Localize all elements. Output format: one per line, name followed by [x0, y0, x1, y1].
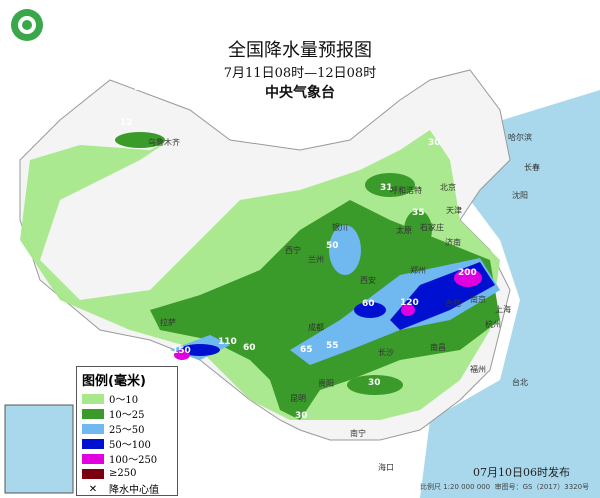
- city-label: 沈阳: [512, 190, 528, 200]
- center-value: 120: [400, 298, 419, 308]
- rain-10-25: [365, 173, 415, 197]
- city-label: 哈尔滨: [508, 132, 532, 142]
- rain-25-50: [329, 225, 361, 275]
- city-label: 成都: [308, 322, 324, 332]
- legend-item: ≥250: [82, 466, 172, 481]
- city-label: 太原: [396, 225, 412, 235]
- city-label: 兰州: [308, 254, 324, 264]
- city-label: 银川: [332, 222, 348, 232]
- city-label: 台北: [512, 377, 528, 387]
- city-label: 济南: [445, 237, 461, 247]
- center-value: 18: [134, 83, 147, 93]
- city-label: 西宁: [285, 245, 301, 255]
- legend-item: 10～25: [82, 406, 172, 421]
- center-value: 30: [368, 378, 381, 388]
- rain-100-250: [401, 304, 415, 316]
- sea: [420, 90, 600, 498]
- city-label: 福州: [470, 365, 486, 374]
- city-label: 海口: [378, 462, 394, 472]
- map-credits: 比例尺 1:20 000 000 审图号：GS（2017）3320号: [420, 483, 590, 491]
- center-value: 200: [458, 268, 477, 278]
- city-label: 拉萨: [160, 317, 176, 327]
- rain-10-25: [115, 132, 165, 148]
- center-value: 31: [380, 183, 393, 193]
- city-label: 南京: [470, 294, 486, 304]
- forecast-period: 7月11日08时—12日08时: [223, 66, 377, 81]
- center-value: 110: [218, 337, 237, 347]
- legend-item: 100～250: [82, 451, 172, 466]
- city-label: 石家庄: [420, 222, 444, 232]
- south-china-sea-inset: [4, 404, 74, 494]
- legend-title: 图例(毫米): [82, 374, 146, 389]
- rain-10-25: [347, 375, 403, 395]
- center-value: 12: [120, 118, 133, 128]
- legend-item: ✕ 降水中心值: [82, 481, 172, 497]
- x-mark-icon: ✕: [88, 483, 98, 495]
- center-value: 50: [326, 241, 339, 251]
- city-label: 杭州: [485, 319, 501, 329]
- city-label: 北京: [440, 182, 456, 192]
- issue-time: 07月10日06时发布: [473, 466, 570, 479]
- city-label: 贵阳: [318, 378, 334, 388]
- city-label: 呼和浩特: [390, 185, 422, 195]
- city-label: 长春: [524, 162, 540, 172]
- rain-50-100: [180, 344, 220, 356]
- center-value: 30: [295, 411, 308, 421]
- city-label: 上海: [495, 304, 511, 314]
- center-value: 35: [412, 208, 425, 218]
- legend-item: 0～10: [82, 391, 172, 406]
- rain-10-25: [150, 200, 500, 420]
- center-value: 60: [243, 343, 256, 353]
- agency: 中央气象台: [265, 85, 335, 101]
- city-label: 昆明: [290, 394, 306, 403]
- city-label: 南宁: [350, 428, 366, 438]
- city-label: 乌鲁木齐: [148, 137, 180, 147]
- rain-10-25: [404, 210, 432, 250]
- map-title: 全国降水量预报图: [228, 40, 372, 61]
- city-label: 天津: [446, 205, 462, 215]
- rain-100-250: [174, 350, 190, 360]
- center-value: 55: [326, 341, 339, 351]
- city-label: 长沙: [378, 347, 394, 357]
- center-value: 60: [362, 299, 375, 309]
- rain-100-250: [454, 269, 482, 287]
- legend: 图例(毫米) 0～10 10～25 25～50 50～100 100～250 ≥…: [76, 366, 178, 496]
- rain-50-100: [354, 302, 386, 318]
- legend-item: 50～100: [82, 436, 172, 451]
- city-label: 西安: [360, 275, 376, 285]
- center-value: 65: [300, 345, 313, 355]
- city-label: 南昌: [430, 342, 446, 352]
- city-label: 合肥: [445, 298, 461, 308]
- center-value: 150: [172, 346, 191, 356]
- legend-item: 25～50: [82, 421, 172, 436]
- city-label: 郑州: [410, 265, 426, 275]
- center-value: 30: [428, 138, 441, 148]
